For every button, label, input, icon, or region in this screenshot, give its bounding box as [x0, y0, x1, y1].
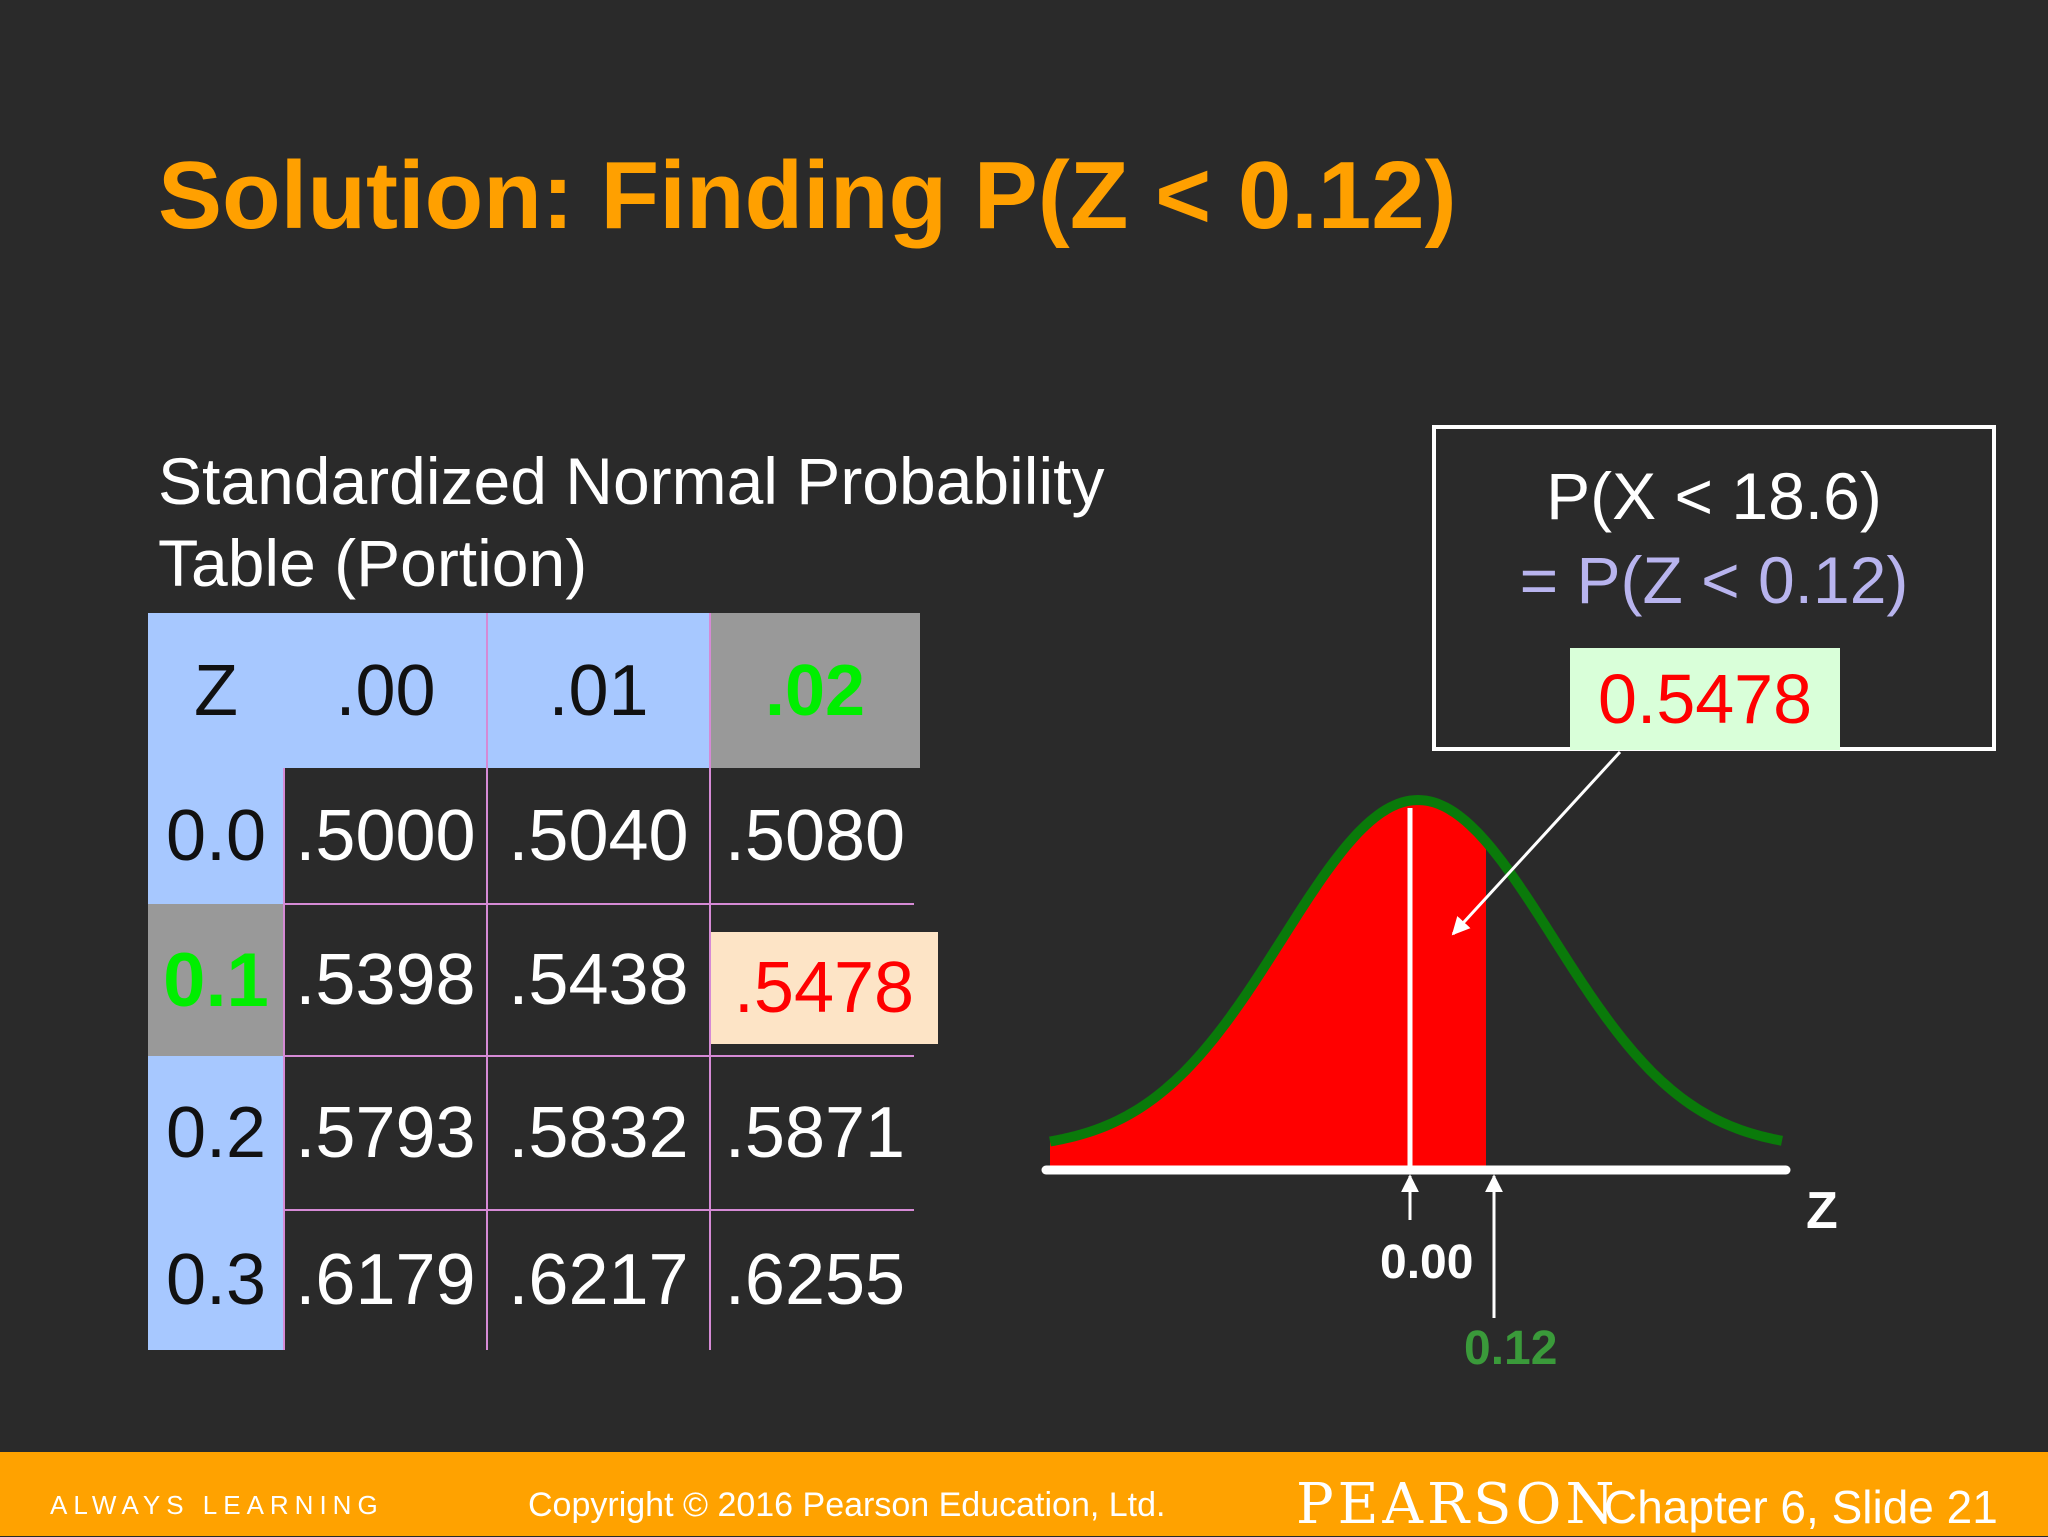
result-probability-x: P(X < 18.6)	[1546, 459, 1882, 533]
table-cell: .6255	[724, 1240, 906, 1320]
grid-line	[283, 768, 285, 1350]
slide-number: Chapter 6, Slide 21	[1604, 1481, 1998, 1533]
table-row-z: 0.0	[148, 768, 284, 904]
grid-line	[284, 1055, 914, 1057]
result-pointer-arrow	[1451, 750, 1622, 936]
grid-line	[284, 1209, 914, 1211]
table-cell-highlighted: .5478	[710, 932, 938, 1044]
table-header-00: .00	[284, 613, 487, 768]
normal-curve	[1049, 794, 1783, 1147]
table-cell: .5040	[508, 796, 689, 876]
grid-line	[486, 613, 488, 1350]
result-probability-z: = P(Z < 0.12)	[1519, 543, 1909, 617]
pearson-logo: PEARSON	[1296, 1472, 1619, 1537]
table-row-z-selected: 0.1	[148, 904, 284, 1056]
mean-label: 0.00	[1380, 1236, 1473, 1289]
shaded-area	[1050, 800, 1486, 1166]
footer-copyright: Copyright © 2016 Pearson Education, Ltd.	[528, 1486, 1166, 1524]
table-caption-line2: Table (Portion)	[158, 526, 588, 600]
result-value: 0.5478	[1570, 648, 1840, 750]
table-cell: .6217	[508, 1240, 689, 1320]
table-cell: .5793	[295, 1093, 476, 1173]
axis-label-z: Z	[1806, 1182, 1838, 1240]
footer-tagline: ALWAYS LEARNING	[50, 1490, 384, 1520]
table-cell: .6179	[295, 1240, 476, 1320]
footer-bar	[0, 1452, 2048, 1536]
z-value-label: 0.12	[1464, 1322, 1557, 1375]
table-row-z: 0.3	[148, 1210, 284, 1350]
table-cell: .5871	[724, 1093, 906, 1173]
table-cell: .5080	[724, 796, 906, 876]
table-header-01: .01	[487, 613, 710, 768]
table-header-z: Z	[148, 613, 284, 768]
grid-line	[709, 613, 711, 1350]
table-caption-line1: Standardized Normal Probability	[158, 444, 1105, 518]
table-caption: Standardized Normal Probability Table (P…	[158, 440, 1158, 604]
grid-line	[284, 903, 914, 905]
table-cell: .5832	[508, 1093, 689, 1173]
table-header-02: .02	[710, 613, 920, 768]
table-row-z: 0.2	[148, 1056, 284, 1210]
table-cell: .5438	[508, 940, 689, 1020]
table-cell: .5398	[295, 940, 476, 1020]
table-cell: .5000	[295, 796, 476, 876]
slide-title: Solution: Finding P(Z < 0.12)	[158, 142, 1457, 249]
